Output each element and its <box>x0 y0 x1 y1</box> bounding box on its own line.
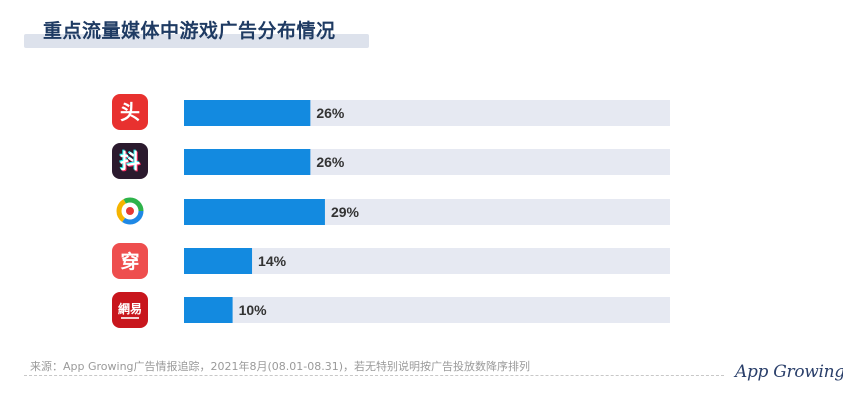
bar-value-label-2: 29% <box>331 204 360 220</box>
douyin-icon: 抖 抖 抖 <box>112 143 148 179</box>
bar-track-3 <box>184 248 670 274</box>
toutiao-icon: 头 <box>112 94 148 130</box>
bar-1 <box>184 149 311 175</box>
svg-text:穿: 穿 <box>120 250 139 273</box>
footer-divider <box>24 375 724 376</box>
netease-news-icon: 網易 <box>112 292 148 328</box>
tencent-news-icon <box>112 193 148 229</box>
bar-value-label-4: 10% <box>239 302 268 318</box>
bar-track-4 <box>184 297 670 323</box>
chart-title: 重点流量媒体中游戏广告分布情况 <box>43 20 336 42</box>
bar-value-label-3: 14% <box>258 253 287 269</box>
svg-text:抖: 抖 <box>121 150 141 174</box>
source-note: 来源：App Growing广告情报追踪，2021年8月(08.01-08.31… <box>30 360 531 373</box>
chart-title-area: 重点流量媒体中游戏广告分布情况 <box>24 14 369 50</box>
bar-0 <box>184 100 311 126</box>
chuanshanjia-icon: 穿 <box>112 243 148 279</box>
title-underline-band <box>24 34 369 48</box>
bar-2 <box>184 199 325 225</box>
bar-value-label-1: 26% <box>316 154 345 170</box>
bar-value-label-0: 26% <box>316 105 345 121</box>
app-growing-logo: App Growing <box>735 362 843 382</box>
svg-text:抖: 抖 <box>120 149 140 173</box>
bar-4 <box>184 297 233 323</box>
bar-3 <box>184 248 253 274</box>
svg-text:抖: 抖 <box>119 148 139 172</box>
svg-text:头: 头 <box>120 100 140 124</box>
svg-text:網易: 網易 <box>118 301 142 316</box>
